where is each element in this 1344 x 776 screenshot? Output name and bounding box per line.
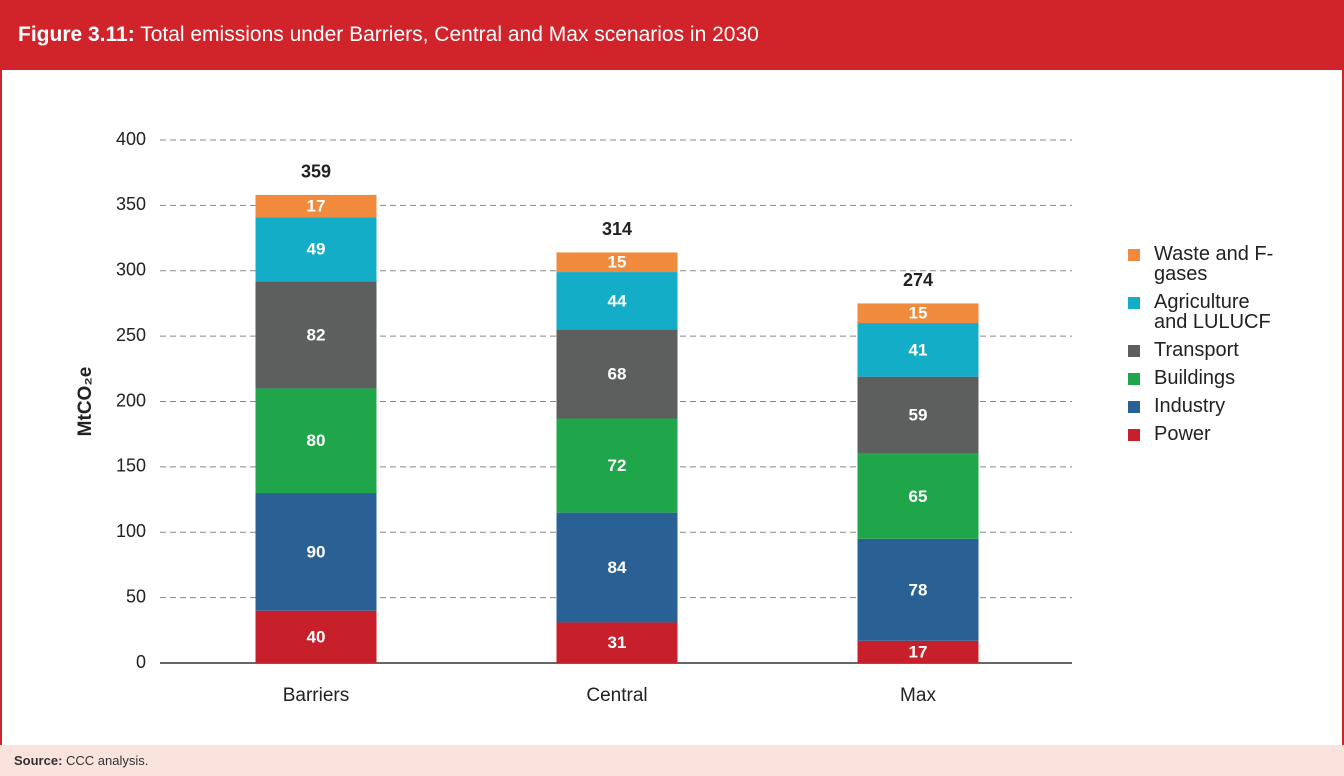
bar-segment [255, 388, 377, 494]
segment-label: 40 [307, 627, 326, 646]
bar-segment [255, 493, 377, 611]
total-label: 359 [301, 162, 331, 182]
bar-segment [857, 376, 979, 454]
legend-swatch [1128, 401, 1140, 413]
legend-item: Industry [1128, 396, 1308, 416]
segment-label: 68 [608, 365, 627, 384]
bar-segment [556, 329, 678, 419]
y-tick-label: 0 [136, 652, 146, 672]
legend-item: Buildings [1128, 368, 1308, 388]
bar-segment [857, 323, 979, 377]
segment-label: 80 [307, 431, 326, 450]
bar-segment [255, 194, 377, 218]
segment-label: 49 [307, 240, 326, 259]
chart: 0 50 100 150 200 250 300 350 400 MtCO₂e Barriers 40… [75, 129, 1072, 706]
bar-segment [857, 640, 979, 663]
segment-label: 90 [307, 542, 326, 561]
y-tick-label: 350 [116, 194, 146, 214]
legend-swatch [1128, 429, 1140, 441]
x-tick-label: Central [586, 685, 647, 706]
legend-label: Industry [1154, 395, 1226, 417]
legend-swatch [1128, 249, 1140, 261]
y-tick-label: 250 [116, 325, 146, 345]
header: Figure 3.11: Total emissions under Barri… [0, 0, 1344, 70]
segment-label: 59 [909, 406, 928, 425]
bar-segment [857, 453, 979, 539]
legend-swatch [1128, 373, 1140, 385]
footer: Source: CCC analysis. [0, 745, 1344, 776]
legend-label: Agriculture and LULUCF [1154, 291, 1271, 333]
y-tick-label: 150 [116, 456, 146, 476]
bar-segment [255, 217, 377, 282]
legend-item: Power [1128, 424, 1308, 444]
y-tick-label: 100 [116, 521, 146, 541]
total-label: 314 [602, 219, 632, 239]
x-tick-label: Max [900, 685, 936, 706]
legend-item: Waste and F-gases [1128, 244, 1308, 284]
bar-segment [556, 272, 678, 330]
segment-label: 84 [608, 558, 627, 577]
source-label: Source: [14, 753, 63, 768]
segment-label: 31 [608, 633, 627, 652]
bar-segment [556, 252, 678, 273]
legend: Waste and F-gases Agriculture and LULUCF T… [1128, 244, 1308, 452]
segment-label: 72 [608, 456, 627, 475]
y-axis-label: MtCO₂e [75, 367, 96, 437]
bar-segment [857, 303, 979, 324]
y-tick-label: 300 [116, 260, 146, 280]
y-tick-label: 400 [116, 129, 146, 149]
chart-title: Total emissions under Barriers, Central … [140, 23, 759, 46]
legend-item: Transport [1128, 340, 1308, 360]
segment-label: 65 [909, 487, 928, 506]
segment-label: 41 [909, 340, 928, 359]
figure-label: Figure 3.11: [18, 23, 135, 46]
bar-segment [556, 512, 678, 623]
legend-swatch [1128, 345, 1140, 357]
segment-label: 15 [909, 304, 928, 323]
bar-segment [255, 281, 377, 389]
segment-label: 44 [608, 291, 627, 310]
y-tick-label: 200 [116, 390, 146, 410]
legend-label: Power [1154, 423, 1211, 445]
segment-label: 78 [909, 580, 928, 599]
bar-segment [556, 418, 678, 513]
segment-label: 82 [307, 325, 326, 344]
source: CCC analysis. [66, 753, 149, 768]
segment-label: 17 [909, 642, 928, 661]
bar-segment [556, 622, 678, 663]
bar-segment [255, 610, 377, 663]
x-tick-label: Barriers [283, 685, 350, 706]
segment-label: 17 [307, 197, 326, 216]
legend-label: Buildings [1154, 367, 1236, 389]
y-tick-label: 50 [126, 586, 146, 606]
legend-label: Waste and F-gases [1154, 243, 1274, 285]
legend-swatch [1128, 297, 1140, 309]
legend-item: Agriculture and LULUCF [1128, 292, 1308, 332]
legend-label: Transport [1154, 339, 1239, 361]
bar-segment [857, 538, 979, 641]
total-label: 274 [903, 270, 933, 290]
segment-label: 15 [608, 253, 627, 272]
